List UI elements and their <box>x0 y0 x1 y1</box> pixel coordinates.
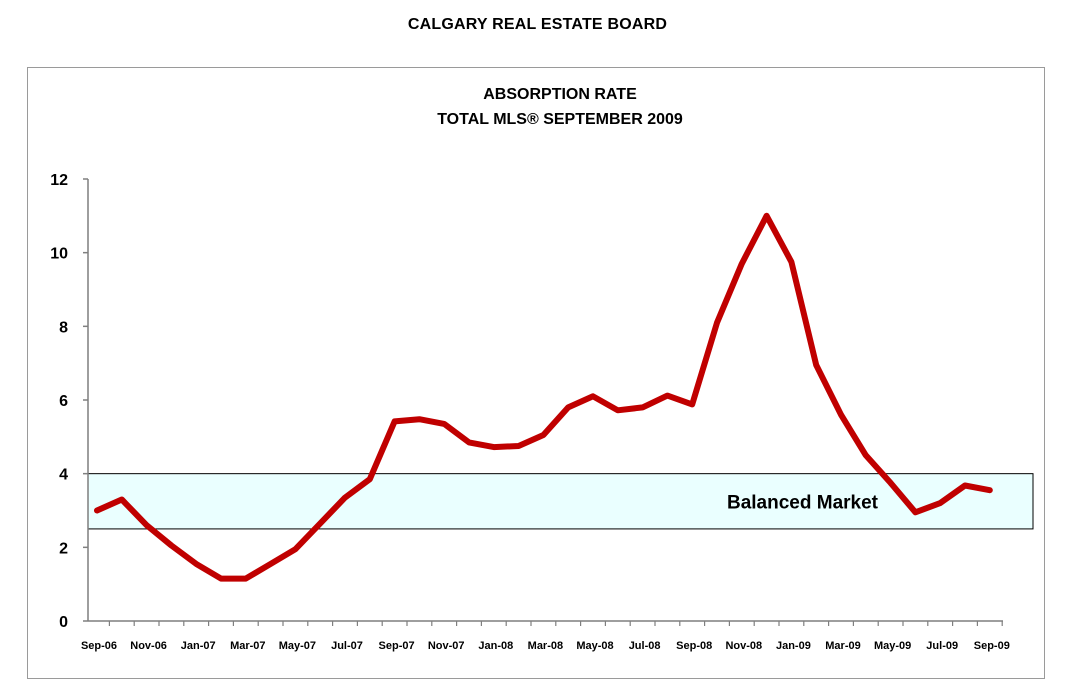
absorption-rate-chart: ABSORPTION RATE TOTAL MLS® SEPTEMBER 200… <box>50 86 1034 652</box>
chart-frame: ABSORPTION RATE TOTAL MLS® SEPTEMBER 200… <box>27 67 1045 679</box>
x-tick-label: Jan-08 <box>478 640 513 652</box>
chart-title: ABSORPTION RATE <box>483 86 637 103</box>
x-tick-label: May-09 <box>874 640 911 652</box>
x-tick-label: Nov-07 <box>428 640 465 652</box>
x-tick-label: Nov-08 <box>725 640 762 652</box>
x-tick-label: Jan-07 <box>181 640 216 652</box>
x-tick-label: May-07 <box>279 640 316 652</box>
x-tick-label: Sep-07 <box>379 640 415 652</box>
x-tick-label: Jul-07 <box>331 640 363 652</box>
chart-subtitle: TOTAL MLS® SEPTEMBER 2009 <box>437 111 683 128</box>
x-tick-label: Jul-08 <box>629 640 661 652</box>
x-tick-label: Mar-08 <box>528 640 563 652</box>
y-tick-label: 4 <box>59 467 68 484</box>
balanced-market-band <box>87 473 1034 530</box>
header-title: CALGARY REAL ESTATE BOARD <box>407 16 668 33</box>
y-tick-label: 10 <box>50 246 68 263</box>
x-tick-label: May-08 <box>576 640 613 652</box>
x-tick-label: Sep-06 <box>81 640 117 652</box>
y-tick-label: 12 <box>50 172 68 189</box>
y-tick-label: 0 <box>59 614 68 631</box>
x-tick-label: Sep-09 <box>974 640 1010 652</box>
x-tick-label: Jan-09 <box>776 640 811 652</box>
y-tick-label: 6 <box>59 393 68 410</box>
balanced-market-label: Balanced Market <box>727 492 879 513</box>
y-tick-label: 2 <box>59 540 68 557</box>
x-tick-label: Sep-08 <box>676 640 712 652</box>
x-tick-label: Jul-09 <box>926 640 958 652</box>
x-tick-label: Nov-06 <box>130 640 167 652</box>
x-tick-label: Mar-07 <box>230 640 265 652</box>
x-tick-label: Mar-09 <box>825 640 860 652</box>
y-tick-label: 8 <box>59 319 68 336</box>
absorption-rate-line <box>94 212 993 582</box>
